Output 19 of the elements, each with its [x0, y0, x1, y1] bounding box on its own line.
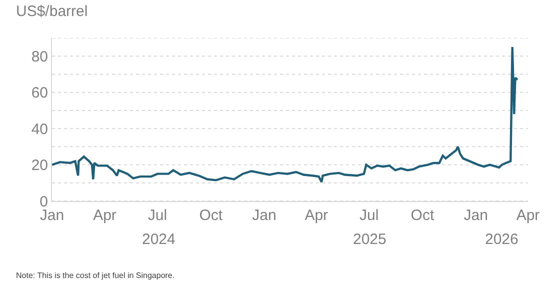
x-tick-label: Apr — [93, 207, 116, 224]
x-tick-label: Oct — [199, 207, 224, 224]
y-tick-label: 40 — [31, 120, 48, 138]
y-tick-label: 80 — [31, 48, 48, 66]
x-tick-label: Apr — [516, 207, 540, 224]
text: Note: This is the cost of jet fuel in Singapore. — [16, 271, 175, 280]
y-tick-label: 60 — [31, 84, 48, 102]
x-tick-label: Apr — [304, 207, 328, 224]
x-tick-label: Oct — [410, 207, 435, 224]
text: 2024 — [142, 231, 176, 248]
x-tick-label: Jan — [464, 207, 488, 224]
line-series — [52, 46, 519, 184]
x-tick-label: Jul — [360, 207, 379, 224]
y-tick-label: 20 — [31, 157, 48, 174]
x-tick-label: Jan — [252, 207, 276, 224]
text: 2026 — [485, 231, 518, 248]
y-axis-title: US$/barrel — [16, 3, 88, 20]
x-tick-label: Jul — [148, 207, 168, 224]
text: 2025 — [353, 231, 386, 248]
